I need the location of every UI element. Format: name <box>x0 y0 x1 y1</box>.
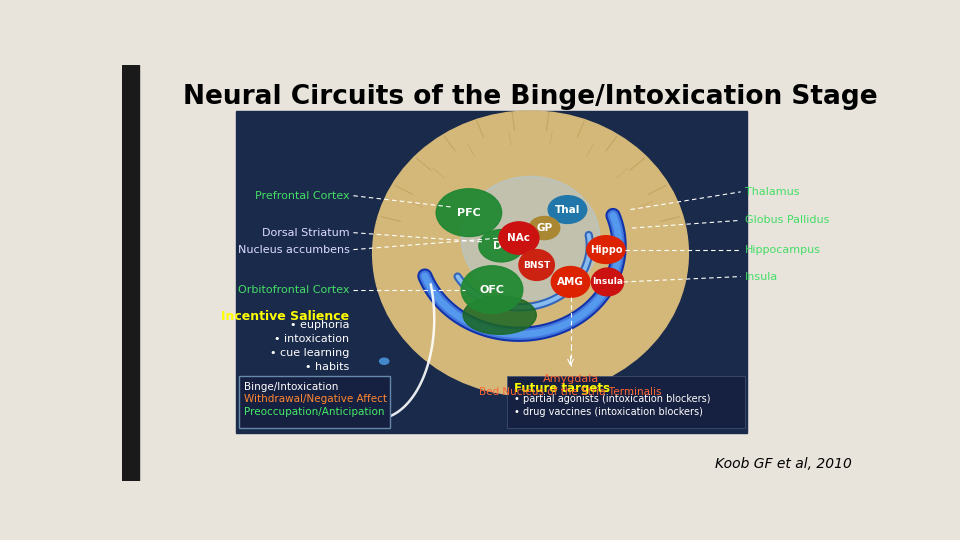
Ellipse shape <box>499 222 539 254</box>
Ellipse shape <box>479 230 523 262</box>
Text: Neural Circuits of the Binge/Intoxication Stage: Neural Circuits of the Binge/Intoxicatio… <box>183 84 877 110</box>
Text: Koob GF et al, 2010: Koob GF et al, 2010 <box>715 457 852 471</box>
Text: Thal: Thal <box>555 205 580 214</box>
FancyBboxPatch shape <box>239 376 390 428</box>
Text: Binge/Intoxication: Binge/Intoxication <box>244 382 339 392</box>
Ellipse shape <box>548 195 587 224</box>
Text: Preoccupation/Anticipation: Preoccupation/Anticipation <box>244 407 385 417</box>
Text: Bed Nucleus of the Stria Terminalis: Bed Nucleus of the Stria Terminalis <box>479 387 661 397</box>
Ellipse shape <box>436 189 502 237</box>
Ellipse shape <box>372 111 688 396</box>
Ellipse shape <box>519 249 554 280</box>
Text: • euphoria: • euphoria <box>290 320 349 330</box>
Text: NAc: NAc <box>508 233 531 243</box>
Text: Future targets: Future targets <box>514 382 610 395</box>
Text: Hippocampus: Hippocampus <box>745 245 821 254</box>
Text: • cue learning: • cue learning <box>270 348 349 358</box>
Ellipse shape <box>461 177 600 300</box>
Ellipse shape <box>379 358 389 365</box>
Text: Amygdala: Amygdala <box>542 374 599 384</box>
Text: AMG: AMG <box>557 277 584 287</box>
Ellipse shape <box>461 266 523 314</box>
Text: Insula: Insula <box>745 272 778 281</box>
Text: Orbitofrontal Cortex: Orbitofrontal Cortex <box>238 285 349 295</box>
Ellipse shape <box>529 217 560 240</box>
Text: Globus Pallidus: Globus Pallidus <box>745 215 828 225</box>
Text: BNST: BNST <box>523 260 550 269</box>
Text: OFC: OFC <box>479 285 505 295</box>
Text: Thalamus: Thalamus <box>745 187 799 197</box>
Ellipse shape <box>551 267 589 298</box>
Text: PFC: PFC <box>457 208 481 218</box>
Ellipse shape <box>591 268 624 296</box>
Text: GP: GP <box>537 223 552 233</box>
Ellipse shape <box>587 236 625 264</box>
Text: DS: DS <box>492 241 510 251</box>
Text: Hippo: Hippo <box>589 245 622 254</box>
Text: Insula: Insula <box>592 278 623 286</box>
Text: • intoxication: • intoxication <box>275 334 349 345</box>
Bar <box>123 65 139 481</box>
Text: • drug vaccines (intoxication blockers): • drug vaccines (intoxication blockers) <box>514 407 703 417</box>
Text: Incentive Salience: Incentive Salience <box>222 309 349 323</box>
FancyBboxPatch shape <box>508 376 745 428</box>
Text: Nucleus accumbens: Nucleus accumbens <box>238 245 349 254</box>
Ellipse shape <box>463 296 537 334</box>
Bar <box>236 111 747 433</box>
Text: • habits: • habits <box>305 362 349 372</box>
Text: Prefrontal Cortex: Prefrontal Cortex <box>255 191 349 201</box>
Text: • partial agonists (intoxication blockers): • partial agonists (intoxication blocker… <box>514 394 710 404</box>
Text: Dorsal Striatum: Dorsal Striatum <box>262 228 349 238</box>
Text: Withdrawal/Negative Affect: Withdrawal/Negative Affect <box>244 394 387 404</box>
